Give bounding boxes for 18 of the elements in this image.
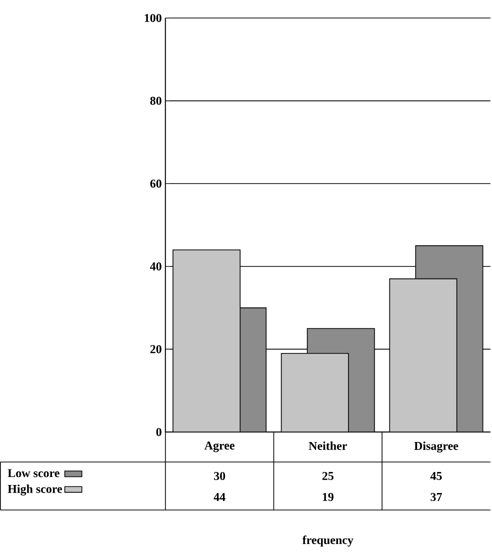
y-tick-label: 20 [150, 345, 162, 354]
y-tick-label: 100 [144, 14, 162, 22]
data-label: 25 [322, 472, 334, 480]
data-label: 45 [430, 472, 442, 480]
y-tick-label: 40 [150, 262, 162, 270]
x-tick-label: Agree [204, 442, 234, 452]
y-tick-label: 80 [150, 96, 162, 105]
x-tick-label: Neither [308, 442, 347, 450]
x-tick-label: Disagree [414, 442, 458, 453]
data-label: 44 [214, 493, 226, 501]
y-tick-label: 0 [156, 428, 162, 436]
legend-label: Low score [8, 469, 60, 478]
data-label: 37 [430, 492, 442, 502]
legend-label: High score [8, 484, 62, 496]
data-label: 19 [322, 492, 334, 502]
data-label: 30 [214, 472, 225, 480]
text: frequency [302, 536, 354, 547]
y-tick-label: 60 [150, 180, 162, 188]
